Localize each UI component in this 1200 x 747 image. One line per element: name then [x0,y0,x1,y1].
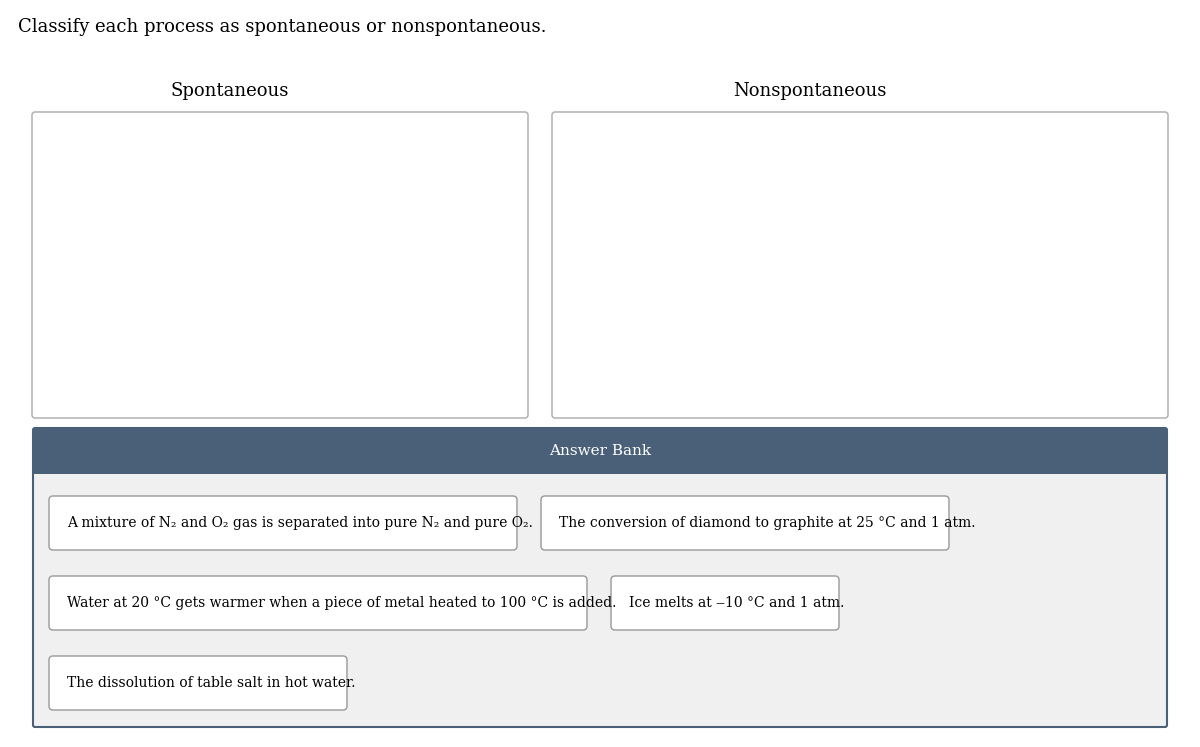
FancyBboxPatch shape [611,576,839,630]
Text: A mixture of N₂ and O₂ gas is separated into pure N₂ and pure O₂.: A mixture of N₂ and O₂ gas is separated … [67,516,533,530]
Text: Water at 20 °C gets warmer when a piece of metal heated to 100 °C is added.: Water at 20 °C gets warmer when a piece … [67,596,617,610]
FancyBboxPatch shape [49,496,517,550]
FancyBboxPatch shape [32,112,528,418]
FancyBboxPatch shape [49,576,587,630]
Text: Classify each process as spontaneous or nonspontaneous.: Classify each process as spontaneous or … [18,18,546,36]
FancyBboxPatch shape [541,496,949,550]
Text: Ice melts at ‒10 °C and 1 atm.: Ice melts at ‒10 °C and 1 atm. [629,596,845,610]
FancyBboxPatch shape [552,112,1168,418]
Text: The conversion of diamond to graphite at 25 °C and 1 atm.: The conversion of diamond to graphite at… [559,516,976,530]
FancyBboxPatch shape [34,428,1166,474]
FancyBboxPatch shape [49,656,347,710]
Text: The dissolution of table salt in hot water.: The dissolution of table salt in hot wat… [67,676,355,690]
Text: Nonspontaneous: Nonspontaneous [733,82,887,100]
Text: Answer Bank: Answer Bank [548,444,652,458]
FancyBboxPatch shape [34,428,1166,727]
Text: Spontaneous: Spontaneous [170,82,289,100]
